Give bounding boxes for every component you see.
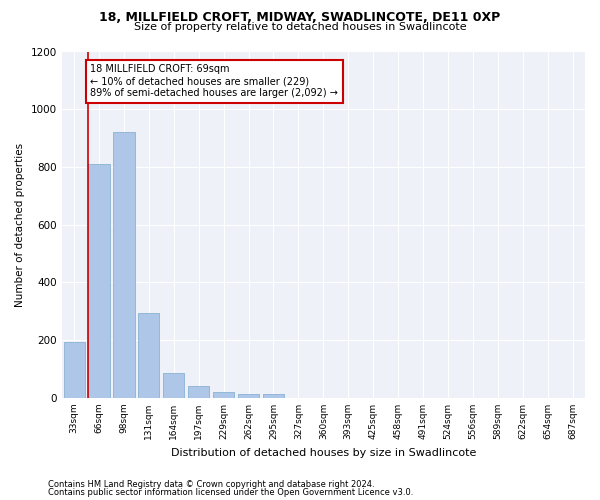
Text: Contains public sector information licensed under the Open Government Licence v3: Contains public sector information licen… bbox=[48, 488, 413, 497]
Text: 18 MILLFIELD CROFT: 69sqm
← 10% of detached houses are smaller (229)
89% of semi: 18 MILLFIELD CROFT: 69sqm ← 10% of detac… bbox=[91, 64, 338, 98]
Bar bbox=[64, 342, 85, 398]
X-axis label: Distribution of detached houses by size in Swadlincote: Distribution of detached houses by size … bbox=[170, 448, 476, 458]
Bar bbox=[238, 394, 259, 398]
Bar bbox=[213, 392, 234, 398]
Text: 18, MILLFIELD CROFT, MIDWAY, SWADLINCOTE, DE11 0XP: 18, MILLFIELD CROFT, MIDWAY, SWADLINCOTE… bbox=[100, 11, 500, 24]
Bar bbox=[163, 374, 184, 398]
Bar bbox=[188, 386, 209, 398]
Text: Size of property relative to detached houses in Swadlincote: Size of property relative to detached ho… bbox=[134, 22, 466, 32]
Bar bbox=[88, 164, 110, 398]
Bar bbox=[138, 313, 160, 398]
Y-axis label: Number of detached properties: Number of detached properties bbox=[15, 142, 25, 307]
Bar bbox=[113, 132, 134, 398]
Bar bbox=[263, 394, 284, 398]
Text: Contains HM Land Registry data © Crown copyright and database right 2024.: Contains HM Land Registry data © Crown c… bbox=[48, 480, 374, 489]
